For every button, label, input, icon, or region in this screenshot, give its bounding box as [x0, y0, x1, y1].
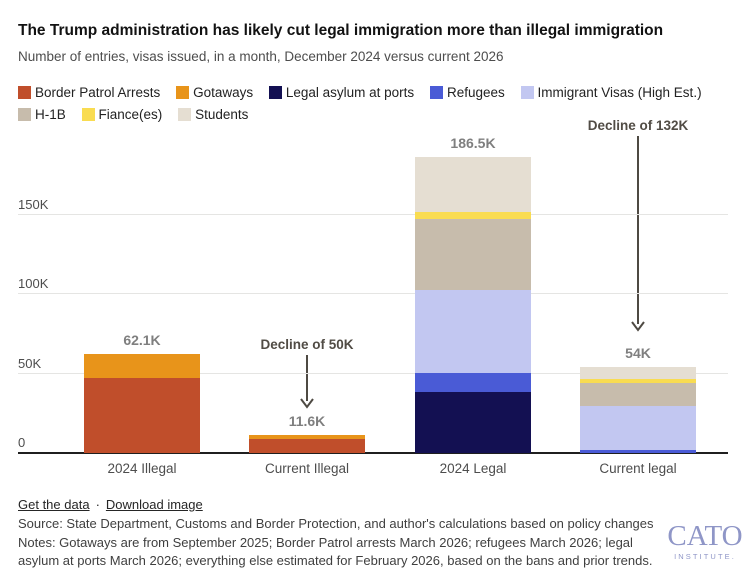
bar-current-illegal[interactable]	[249, 434, 365, 453]
x-axis-label-2024-legal: 2024 Legal	[439, 461, 507, 476]
legend-item-label: H-1B	[35, 107, 66, 122]
bar-segment-h-1b[interactable]	[580, 383, 696, 407]
legend-swatch-icon	[81, 108, 95, 121]
legend-item-label: Fiance(es)	[98, 107, 163, 122]
legend-item-fiance-es[interactable]: Fiance(es)	[81, 107, 163, 122]
legend-item-border-patrol-arrests[interactable]: Border Patrol Arrests	[18, 85, 160, 100]
bar-segment-legal-asylum-at-ports[interactable]	[415, 392, 531, 453]
bar-segment-students[interactable]	[415, 157, 531, 213]
annotation-decline-legal: Decline of 132K	[558, 118, 718, 337]
chart-plot: Decline of 50K Decline of 132K 0 50K 100K 1…	[0, 100, 747, 485]
legend-item-label: Legal asylum at ports	[285, 85, 415, 100]
bar-2024-legal[interactable]	[415, 157, 531, 453]
bar-total-label: 186.5K	[450, 134, 496, 151]
source-text: Source: State Department, Customs and Bo…	[18, 516, 654, 531]
bar-segment-fiance-es[interactable]	[415, 212, 531, 220]
download-image-link[interactable]: Download image	[105, 497, 203, 512]
legend-swatch-icon	[18, 108, 31, 121]
bar-segment-h-1b[interactable]	[415, 219, 531, 290]
gridline-50K	[18, 372, 728, 374]
legend-item-students[interactable]: Students	[178, 107, 248, 122]
legend-item-label: Immigrant Visas (High Est.)	[537, 85, 702, 100]
legend-item-legal-asylum-at-ports[interactable]: Legal asylum at ports	[268, 85, 415, 100]
x-axis-label-2024-illegal: 2024 Illegal	[107, 461, 177, 476]
bar-segment-immigrant-visas-high-est[interactable]	[415, 289, 531, 374]
annotation-decline-illegal: Decline of 50K	[227, 337, 387, 414]
legend: Border Patrol Arrests Gotaways Legal asy…	[18, 82, 734, 126]
link-separator: ·	[95, 497, 100, 512]
bar-segment-border-patrol-arrests[interactable]	[84, 378, 200, 453]
bar-2024-illegal[interactable]	[84, 354, 200, 453]
annotation-text: Decline of 50K	[260, 337, 354, 352]
notes-text: Notes: Gotaways are from September 2025;…	[18, 535, 653, 568]
page-subtitle: Number of entries, visas issued, in a mo…	[18, 49, 504, 64]
y-tick-label-100K: 100K	[18, 276, 49, 292]
bar-segment-refugees[interactable]	[415, 373, 531, 393]
bar-segment-students[interactable]	[580, 367, 696, 380]
gridline-100K	[18, 293, 728, 295]
legend-item-label: Students	[195, 107, 249, 122]
bar-segment-gotaways[interactable]	[84, 354, 200, 379]
bar-total-label: 62.1K	[123, 332, 161, 349]
legend-item-immigrant-visas-high-est[interactable]: Immigrant Visas (High Est.)	[520, 85, 702, 100]
y-tick-label-0: 0	[18, 435, 26, 450]
y-tick-label-150K: 150K	[18, 196, 49, 212]
bar-segment-border-patrol-arrests[interactable]	[249, 439, 365, 453]
legend-swatch-icon	[178, 108, 192, 121]
bar-segment-gotaways[interactable]	[249, 434, 365, 440]
bar-segment-refugees[interactable]	[580, 449, 696, 453]
legend-swatch-icon	[268, 86, 282, 99]
legend-swatch-icon	[429, 86, 443, 99]
legend-swatch-icon	[176, 86, 190, 99]
legend-item-h-1b[interactable]: H-1B	[18, 107, 66, 122]
axis-baseline	[18, 452, 728, 454]
x-axis-label-current-illegal: Current Illegal	[264, 461, 350, 476]
legend-item-label: Border Patrol Arrests	[35, 85, 161, 100]
bar-total-label: 54K	[625, 345, 651, 362]
x-axis-label-current-legal: Current legal	[599, 461, 677, 476]
logo-subtitle: INSTITUTE.	[674, 552, 736, 561]
annotation-text: Decline of 132K	[587, 118, 689, 133]
bar-segment-fiance-es[interactable]	[580, 379, 696, 384]
legend-item-gotaways[interactable]: Gotaways	[176, 85, 253, 100]
legend-swatch-icon	[18, 86, 31, 99]
y-tick-label-50K: 50K	[18, 355, 42, 371]
gridline-150K	[18, 213, 728, 215]
legend-swatch-icon	[520, 86, 534, 99]
logo-name: CATO	[667, 520, 743, 552]
arrow-down-icon	[300, 355, 314, 409]
bar-current-legal[interactable]	[580, 367, 696, 453]
footer-links: Get the data · Download image	[18, 497, 203, 512]
page-title: The Trump administration has likely cut …	[18, 22, 664, 39]
legend-item-label: Gotaways	[193, 85, 254, 100]
bar-segment-immigrant-visas-high-est[interactable]	[580, 406, 696, 450]
get-data-link[interactable]: Get the data	[18, 497, 90, 512]
arrow-down-icon	[631, 136, 645, 332]
cato-institute-logo[interactable]: CATO INSTITUTE.	[664, 521, 746, 561]
legend-item-label: Refugees	[446, 85, 505, 100]
legend-item-refugees[interactable]: Refugees	[429, 85, 505, 100]
bar-total-label: 11.6K	[288, 412, 326, 429]
